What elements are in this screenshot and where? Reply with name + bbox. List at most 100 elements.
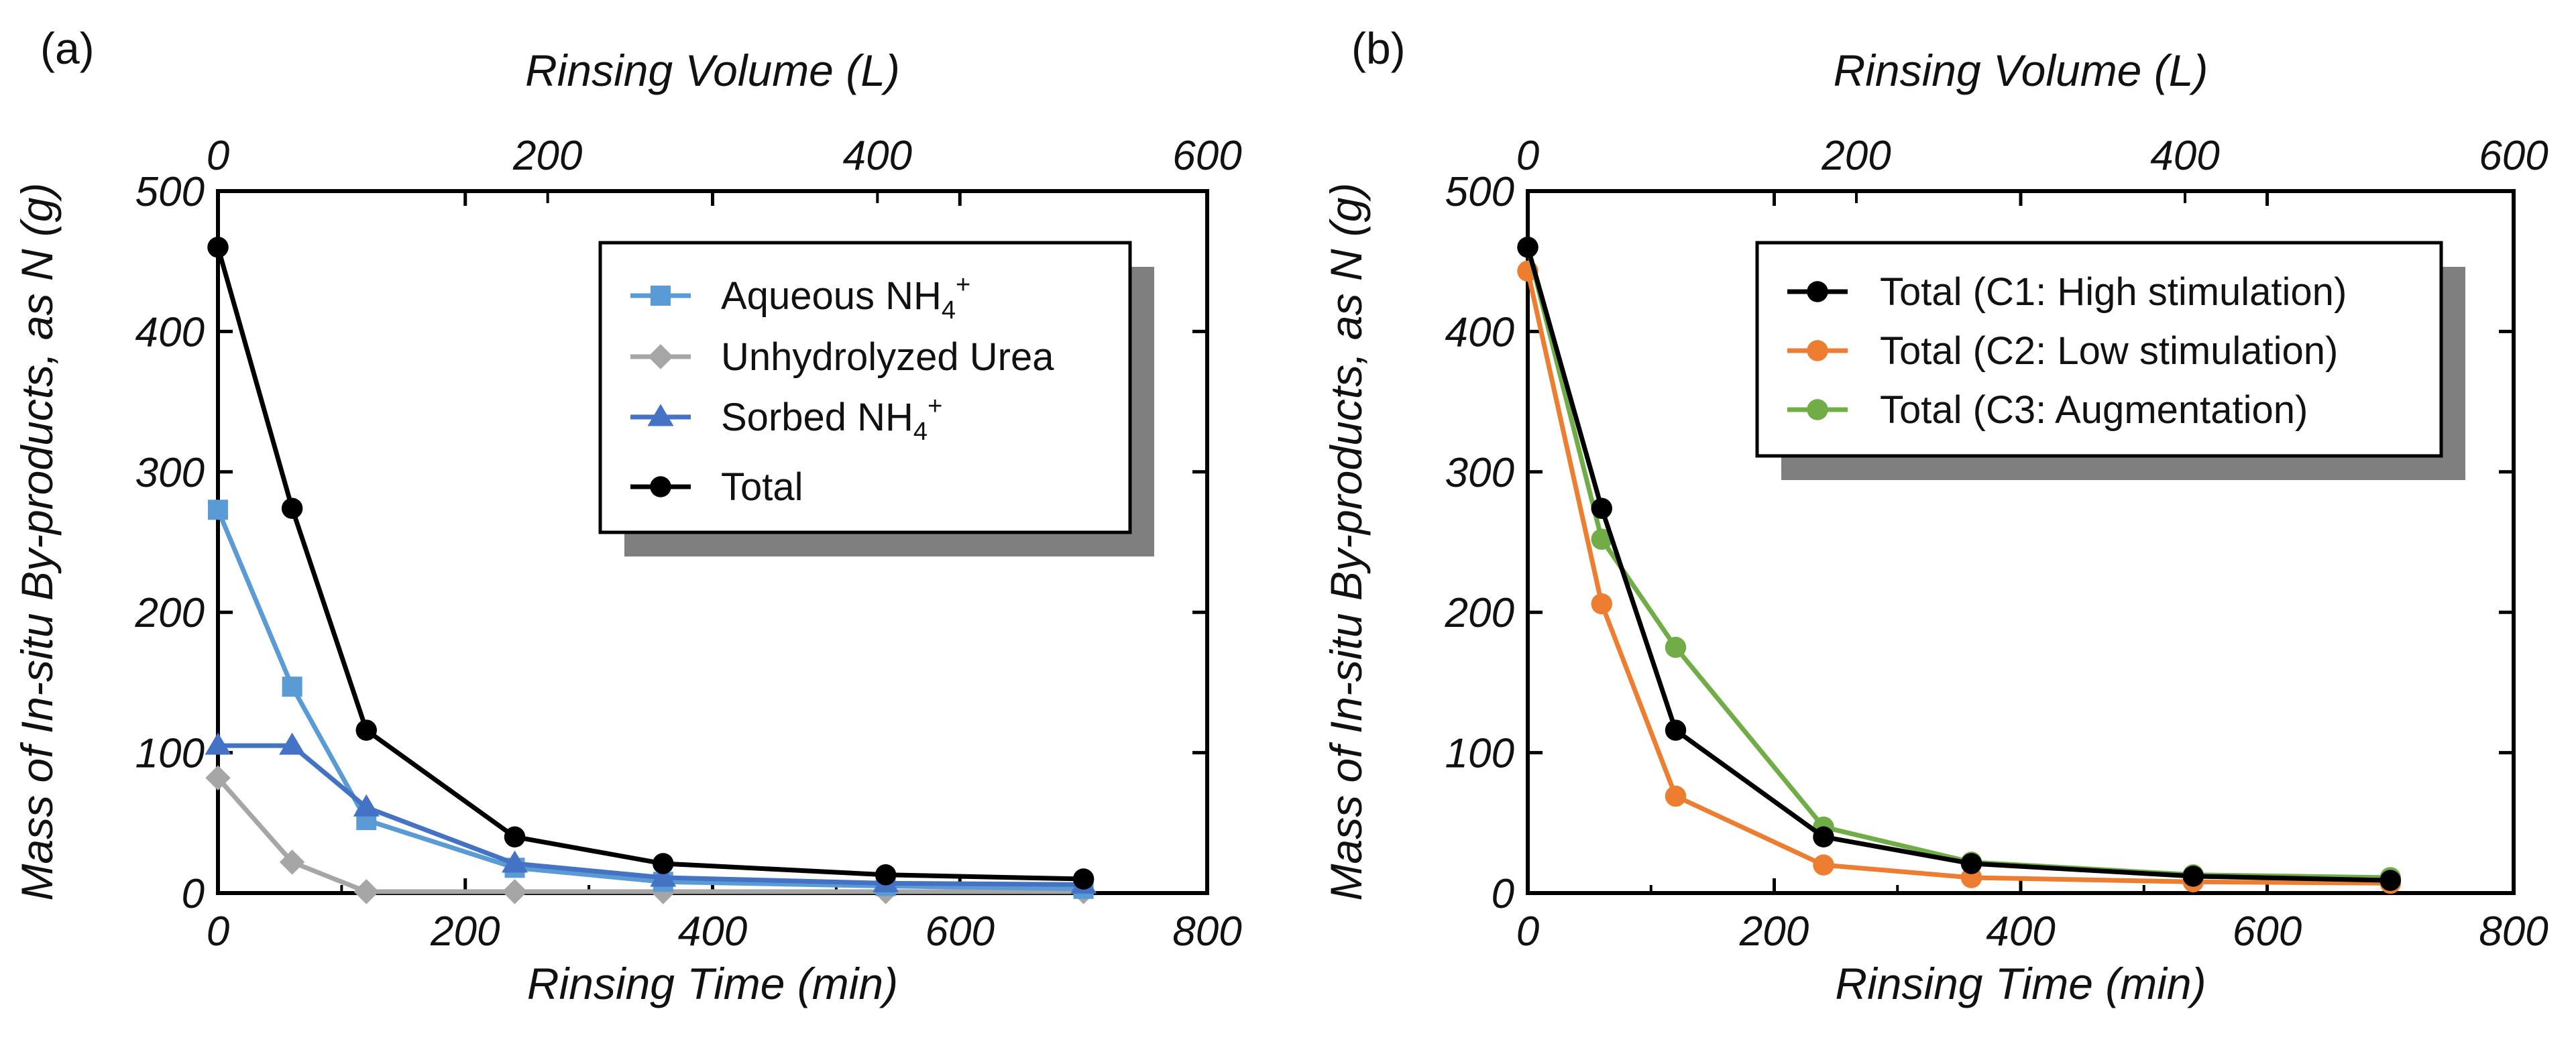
data-point	[353, 879, 379, 904]
series-sorbed-nh4-	[205, 732, 1097, 894]
legend-marker	[651, 286, 671, 306]
data-point	[282, 676, 302, 697]
y-tick-label: 100	[1445, 731, 1514, 777]
series-total	[207, 237, 1095, 890]
x2-tick-label: 0	[1516, 133, 1539, 179]
x2-axis-title: Rinsing Volume (L)	[525, 46, 900, 95]
data-point	[1591, 528, 1612, 550]
data-point	[502, 879, 528, 904]
legend-label: Total (C1: High stimulation)	[1880, 270, 2347, 314]
panel-label: (a)	[40, 23, 95, 73]
data-point	[207, 237, 229, 258]
y-tick-label: 400	[1445, 309, 1514, 355]
data-point	[208, 499, 228, 520]
x-tick-label: 200	[430, 908, 500, 955]
y-axis-title-prefix: Mass of	[1321, 733, 1371, 900]
legend-marker	[647, 404, 674, 426]
legend: Total (C1: High stimulation) Total (C2: L…	[1755, 241, 2465, 480]
x-tick-label: 600	[2233, 908, 2302, 955]
data-point	[650, 864, 677, 887]
x-axis-title: Rinsing Time (min)	[527, 959, 898, 1008]
legend-box	[598, 241, 1132, 534]
legend-label-superscript: +	[956, 271, 970, 299]
y-tick-label: 200	[135, 590, 205, 636]
panel-label: (b)	[1351, 23, 1406, 73]
data-point	[205, 732, 231, 755]
series-total-c1-high-stimulation-	[1517, 237, 2401, 891]
chart-panel-b: (b) 0 200 400 600 800 0 200 400 600 0 100 200 300 400 5…	[1321, 23, 2549, 1008]
data-point	[1960, 853, 1982, 874]
data-point	[504, 826, 526, 847]
data-point	[1665, 785, 1687, 807]
data-point	[2379, 870, 2401, 891]
legend-marker	[1807, 281, 1828, 302]
legend-label-subscript: 4	[942, 296, 956, 325]
legend-label-text: Unhydrolyzed Urea	[721, 335, 1054, 379]
x-tick-label: 400	[678, 908, 747, 955]
data-point	[281, 497, 303, 519]
data-point	[1591, 593, 1612, 615]
y-tick-label: 200	[1445, 590, 1514, 636]
legend-label-text: Total (C1: High stimulation)	[1880, 270, 2347, 314]
legend-marker	[648, 344, 673, 369]
x2-tick-label: 0	[207, 133, 229, 179]
data-point	[875, 864, 897, 886]
x2-tick-label: 600	[1172, 133, 1241, 179]
y-tick-label: 300	[135, 450, 205, 496]
data-point	[502, 850, 528, 873]
x2-tick-label: 400	[843, 133, 912, 179]
legend-label: Aqueous NH4+	[721, 271, 970, 325]
data-point	[1517, 237, 1538, 258]
y-axis-title-prefix: Mass of	[12, 733, 62, 900]
x2-tick-label: 200	[512, 133, 582, 179]
y-axis-title-suffix: as N (g)	[12, 183, 62, 353]
legend-label: Sorbed NH4+	[721, 392, 942, 446]
y-tick-label: 500	[135, 169, 205, 215]
legend-label-text: Total (C2: Low stimulation)	[1880, 329, 2338, 373]
y-axis-title-suffix: as N (g)	[1321, 183, 1371, 353]
x2-tick-label: 200	[1821, 133, 1891, 179]
legend-label: Total	[721, 465, 803, 509]
data-point	[1591, 497, 1612, 519]
legend-label: Unhydrolyzed Urea	[721, 335, 1054, 379]
x2-tick-label: 600	[2479, 133, 2548, 179]
x-tick-label: 800	[2479, 908, 2548, 955]
series-line	[215, 508, 1084, 892]
x2-tick-label: 400	[2150, 133, 2219, 179]
legend-label-subscript: 4	[913, 418, 928, 446]
y-axis-title-italic: In-situ By-products,	[12, 353, 62, 734]
legend-marker	[1807, 340, 1828, 361]
x-tick-label: 400	[1986, 908, 2055, 955]
y-tick-label: 400	[135, 309, 205, 355]
legend-label-text: Sorbed NH	[721, 396, 913, 439]
data-point	[653, 853, 674, 874]
x2-axis-title: Rinsing Volume (L)	[1834, 46, 2208, 95]
y-tick-label: 100	[135, 731, 205, 777]
legend-label-superscript: +	[928, 392, 942, 420]
legend-label-text: Total (C3: Augmentation)	[1880, 388, 2308, 432]
data-point	[1665, 719, 1687, 741]
data-point	[279, 849, 305, 875]
y-axis-title: Mass of In-situ By-products, as N (g)	[1321, 183, 1371, 901]
y-tick-label: 500	[1445, 169, 1514, 215]
series-line	[218, 743, 1084, 887]
data-point	[1665, 636, 1687, 658]
x-tick-label: 200	[1739, 908, 1809, 955]
y-tick-label: 0	[1492, 871, 1514, 917]
chart-panel-a: (a) 0 200 400 600 800 0 200 400 600 0 100 200 300 400 5…	[12, 23, 1242, 1008]
y-axis-title: Mass of In-situ By-products, as N (g)	[12, 183, 62, 901]
x-tick-label: 0	[1516, 908, 1539, 955]
legend-label: Total (C2: Low stimulation)	[1880, 329, 2338, 373]
legend-marker	[650, 476, 671, 497]
data-point	[355, 719, 377, 741]
legend-label-text: Aqueous NH	[721, 274, 942, 318]
data-point	[205, 765, 231, 791]
x-axis-title: Rinsing Time (min)	[1835, 959, 2206, 1008]
legend-label-text: Total	[721, 465, 803, 509]
legend-label: Total (C3: Augmentation)	[1880, 388, 2308, 432]
legend-box	[1755, 241, 2443, 458]
data-point	[2182, 866, 2204, 887]
y-axis-title-italic: In-situ By-products,	[1321, 353, 1371, 734]
